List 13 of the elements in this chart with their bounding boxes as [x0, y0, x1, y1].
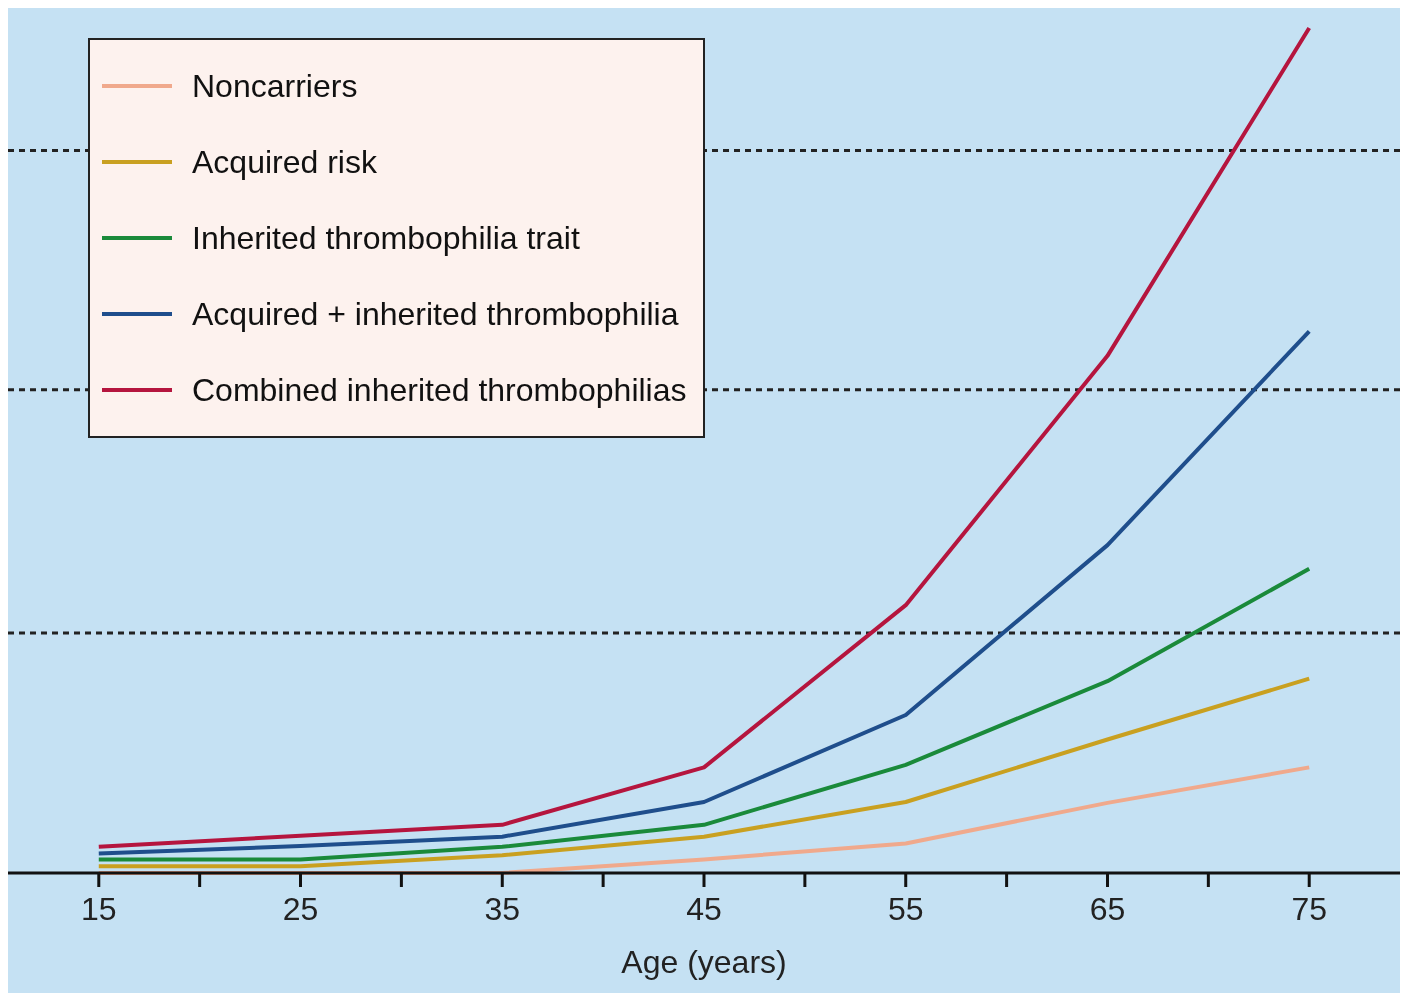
- x-tick-label: 25: [282, 890, 319, 927]
- legend-label: Inherited thrombophilia trait: [192, 219, 580, 257]
- legend-label: Noncarriers: [192, 67, 358, 105]
- legend-label: Acquired + inherited thrombophilia: [192, 295, 679, 333]
- x-tick-label: 65: [1089, 890, 1126, 927]
- x-tick-label: 55: [887, 890, 924, 927]
- legend-label: Combined inherited thrombophilias: [192, 371, 687, 409]
- x-tick-label: 45: [686, 890, 722, 927]
- legend-label: Acquired risk: [192, 143, 377, 181]
- x-axis-title: Age (years): [621, 944, 787, 980]
- x-tick-label: 15: [80, 890, 117, 927]
- x-tick-label: 35: [484, 890, 521, 927]
- x-tick-label: 75: [1291, 890, 1328, 927]
